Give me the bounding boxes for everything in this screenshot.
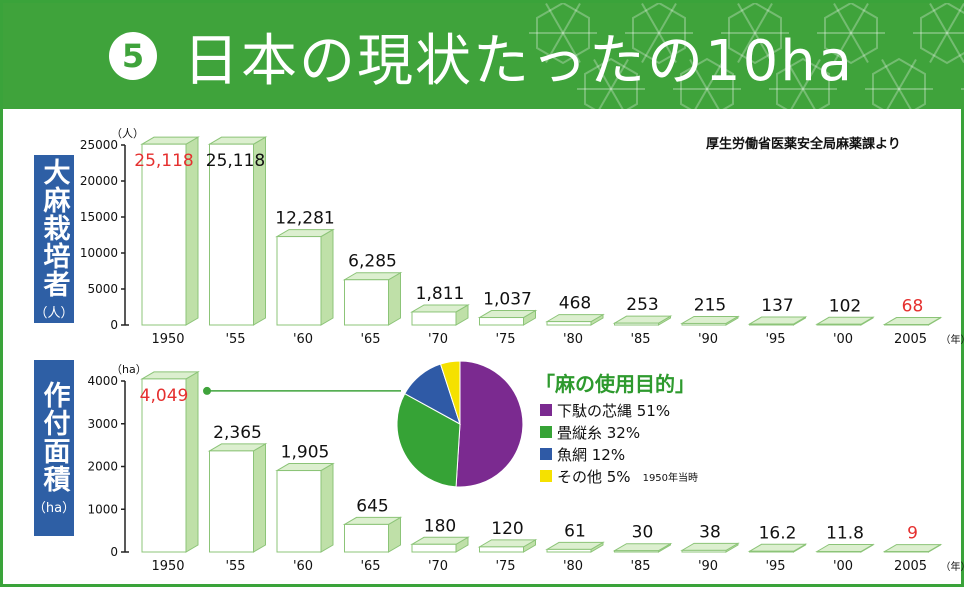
legend-swatch	[540, 448, 552, 460]
pie-legend-item: 魚網 12%	[540, 443, 698, 465]
pie-legend-item: 畳縦糸 32%	[540, 421, 698, 443]
pie-slice	[456, 361, 523, 487]
legend-swatch	[540, 404, 552, 416]
legend-label: 畳縦糸 32%	[557, 422, 640, 443]
pie-legend-item: その他 5% 1950年当時	[540, 465, 698, 487]
pie-date-note: 1950年当時	[643, 469, 698, 484]
pie-legend: 下駄の芯縄 51% 畳縦糸 32% 魚網 12% その他 5% 1950年当時	[540, 399, 698, 487]
pie-title: 「麻の使用目的」	[535, 368, 695, 397]
legend-label: 魚網 12%	[557, 444, 625, 465]
usage-pie-chart	[3, 3, 964, 590]
legend-swatch	[540, 426, 552, 438]
pie-legend-item: 下駄の芯縄 51%	[540, 399, 698, 421]
legend-swatch	[540, 470, 552, 482]
legend-label: その他 5%	[557, 466, 631, 487]
legend-label: 下駄の芯縄 51%	[557, 400, 670, 421]
